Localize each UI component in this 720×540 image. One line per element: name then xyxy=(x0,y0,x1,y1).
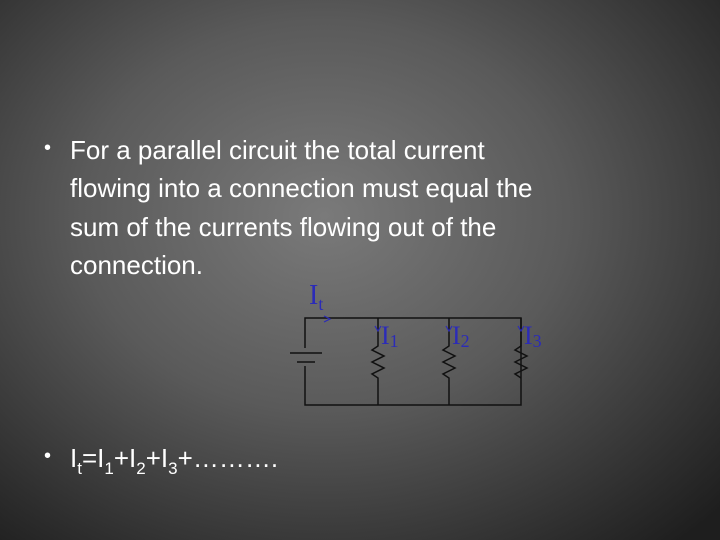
formula-part: +………. xyxy=(177,443,279,473)
formula-subscript: 2 xyxy=(136,459,146,478)
label-part: I xyxy=(524,321,533,350)
bullet-text: For a parallel circuit the total current xyxy=(70,135,485,165)
label-part: I xyxy=(452,321,461,350)
label-part: 2 xyxy=(461,331,470,351)
label-part: 3 xyxy=(533,331,542,351)
label-part: I xyxy=(381,321,390,350)
bullet-marker: • xyxy=(44,445,52,467)
formula-part: +I xyxy=(113,443,137,473)
circuit-wires xyxy=(290,317,529,406)
formula-subscript: 1 xyxy=(104,459,114,478)
formula: It=I1+I2+I3+………. xyxy=(70,443,279,478)
current-label: I3 xyxy=(524,321,542,351)
formula-subscript: t xyxy=(77,459,82,478)
bullet-text: connection. xyxy=(70,250,203,280)
current-arrows xyxy=(323,315,525,333)
bullet-marker: • xyxy=(44,137,52,159)
label-part: I xyxy=(309,280,318,311)
formula-part: =I xyxy=(81,443,105,473)
formula-part: I xyxy=(70,443,78,473)
bullet-text: flowing into a connection must equal the xyxy=(70,173,533,203)
bullet-text: sum of the currents flowing out of the xyxy=(70,212,497,242)
label-part: t xyxy=(318,294,323,314)
formula-subscript: 3 xyxy=(168,459,178,478)
formula-part: +I xyxy=(145,443,169,473)
current-label: I1 xyxy=(381,321,399,351)
current-label: I2 xyxy=(452,321,470,351)
label-part: 1 xyxy=(390,331,399,351)
current-label: It xyxy=(309,280,323,314)
